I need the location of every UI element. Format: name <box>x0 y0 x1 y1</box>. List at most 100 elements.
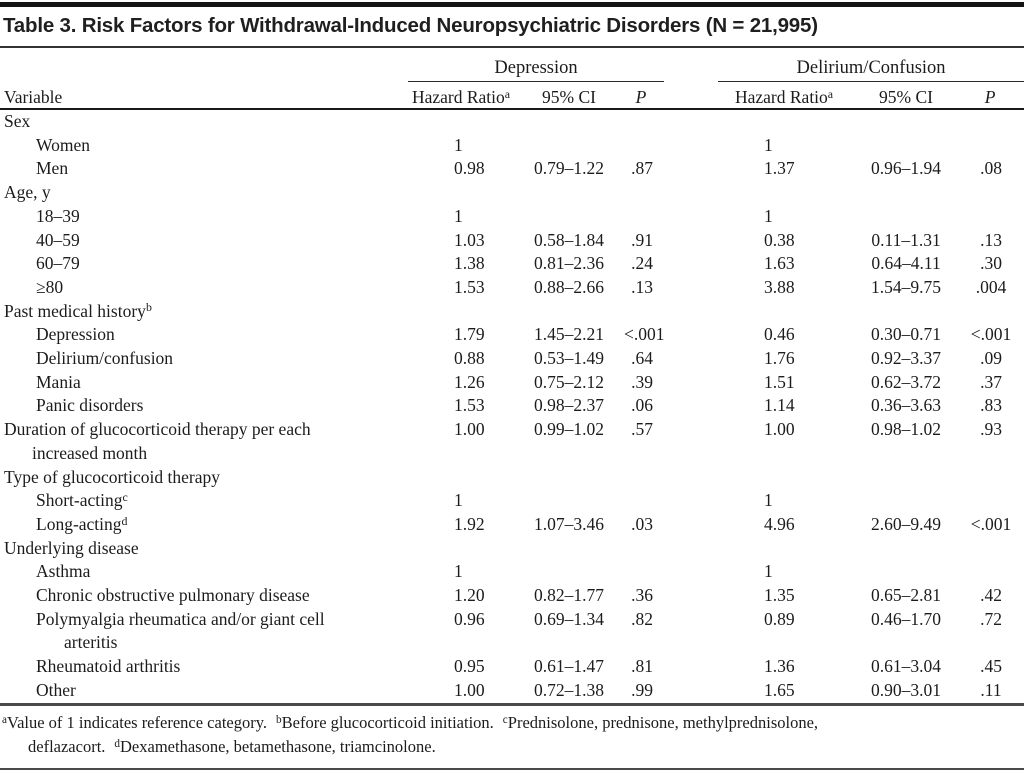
col-p-delirium: P <box>962 81 1024 110</box>
value-cell: .30 <box>980 253 1002 274</box>
value-cell: 1.07–3.46 <box>534 513 604 534</box>
gap-cell <box>664 109 718 134</box>
value-cell: .37 <box>980 371 1002 392</box>
variable-cell: Rheumatoid arthritis <box>0 655 408 679</box>
column-header-row: Variable Hazard Ratioa 95% CI P Hazard R… <box>0 81 1024 110</box>
variable-label-continuation: arteritis <box>64 632 118 653</box>
value-cell: .06 <box>631 395 653 416</box>
value-cell <box>624 205 664 229</box>
group-header-row: Depression Delirium/Confusion <box>0 48 1024 82</box>
gap-cell <box>664 489 718 513</box>
col-ci-delirium: 95% CI <box>850 81 963 110</box>
value-cell: .08 <box>980 158 1002 179</box>
variable-cell: Sex <box>0 109 408 134</box>
value-cell <box>408 537 514 561</box>
value-cell <box>624 300 664 324</box>
value-cell: 1.26 <box>454 371 485 392</box>
table-row: Age, y <box>0 181 1024 205</box>
value-cell: 1.35 <box>764 585 795 606</box>
footnote-text: aValue of 1 indicates reference category… <box>2 711 878 760</box>
value-cell: 1.38 <box>454 253 485 274</box>
value-cell: 1.14 <box>764 395 795 416</box>
value-cell <box>718 537 850 561</box>
variable-label: 60–79 <box>36 253 80 274</box>
variable-cell: Underlying disease <box>0 537 408 561</box>
value-cell <box>962 300 1024 324</box>
value-cell: 0.90–3.01 <box>871 679 942 700</box>
value-cell: 0.64–4.11 <box>871 253 941 274</box>
gap-cell <box>664 157 718 181</box>
footnote-segment-text: Dexamethasone, betamethasone, triamcinol… <box>120 737 436 757</box>
variable-label: Type of glucocorticoid therapy <box>4 466 220 487</box>
value-cell: 1.37 <box>764 158 795 179</box>
footnote-segment: cPrednisolone, prednisone, methylprednis… <box>28 713 818 757</box>
value-cell: 0.98–1.02 <box>871 419 942 440</box>
variable-cell: Asthma <box>0 560 408 584</box>
table-row: Women 1 1 <box>0 134 1024 158</box>
hazard-ratio-footnote-marker: a <box>827 86 834 101</box>
value-cell <box>850 466 962 490</box>
gap-cell <box>664 608 718 655</box>
value-cell: 1 <box>454 205 463 226</box>
variable-cell: Chronic obstructive pulmonary disease <box>0 584 408 608</box>
variable-cell: Delirium/confusion <box>0 347 408 371</box>
variable-label: Rheumatoid arthritis <box>36 656 181 677</box>
value-cell <box>718 181 850 205</box>
value-cell <box>624 181 664 205</box>
value-cell: 0.81–2.36 <box>534 253 604 274</box>
value-cell: 0.92–3.37 <box>871 348 942 369</box>
footnote-marker: c <box>502 713 508 726</box>
value-cell: 1 <box>764 490 773 511</box>
value-cell <box>850 537 962 561</box>
variable-label: Chronic obstructive pulmonary disease <box>36 585 310 606</box>
variable-label-continuation: increased month <box>32 442 148 463</box>
col-hazard-ratio-delirium: Hazard Ratioa <box>718 81 851 110</box>
variable-label: 40–59 <box>36 229 80 250</box>
value-cell: .72 <box>980 608 1002 629</box>
table-row: Rheumatoid arthritis 0.95 0.61–1.47 .81 1.36… <box>0 655 1024 679</box>
value-cell: 0.46–1.70 <box>871 608 942 629</box>
value-cell: 0.61–1.47 <box>534 656 604 677</box>
variable-cell: 40–59 <box>0 229 408 253</box>
value-cell: 1.45–2.21 <box>534 324 604 345</box>
footnote-segment: aValue of 1 indicates reference category… <box>2 713 267 732</box>
variable-label: Mania <box>36 371 81 392</box>
column-gap <box>664 81 719 110</box>
table-row: Underlying disease <box>0 537 1024 561</box>
variable-cell: Men <box>0 157 408 181</box>
variable-cell: Panic disorders <box>0 394 408 418</box>
variable-label: Depression <box>36 324 115 345</box>
value-cell <box>962 489 1024 513</box>
value-cell <box>962 205 1024 229</box>
value-cell: .82 <box>631 608 653 629</box>
value-cell: <.001 <box>970 324 1012 345</box>
value-cell: 0.89 <box>764 608 795 629</box>
value-cell: 1 <box>454 490 463 511</box>
value-cell <box>850 109 962 134</box>
col-hazard-ratio-depression: Hazard Ratioa <box>408 81 514 110</box>
table-row: 18–39 1 1 <box>0 205 1024 229</box>
table-title: Table 3. Risk Factors for Withdrawal-Ind… <box>0 7 1024 48</box>
col-p-depression: P <box>624 81 665 110</box>
value-cell <box>962 466 1024 490</box>
variable-cell: Duration of glucocorticoid therapy per e… <box>0 418 408 465</box>
value-cell: 0.30–0.71 <box>871 324 942 345</box>
value-cell: 0.65–2.81 <box>871 585 942 606</box>
value-cell <box>514 300 624 324</box>
variable-cell: Long-actingd <box>0 513 408 537</box>
gap-cell <box>664 181 718 205</box>
value-cell <box>850 205 962 229</box>
variable-label: Past medical history <box>4 300 146 321</box>
value-cell <box>624 466 664 490</box>
table-row: 60–79 1.38 0.81–2.36 .24 1.63 0.64–4.11 .30 <box>0 252 1024 276</box>
value-cell: 0.75–2.12 <box>534 371 604 392</box>
value-cell <box>718 466 850 490</box>
value-cell: .09 <box>980 348 1002 369</box>
value-cell: .64 <box>631 348 653 369</box>
value-cell: 0.72–1.38 <box>534 679 604 700</box>
value-cell: 1 <box>454 561 463 582</box>
group-gap <box>664 48 718 82</box>
footnote-marker: c <box>122 489 128 504</box>
gap-cell <box>664 323 718 347</box>
value-cell: 1.00 <box>454 679 485 700</box>
